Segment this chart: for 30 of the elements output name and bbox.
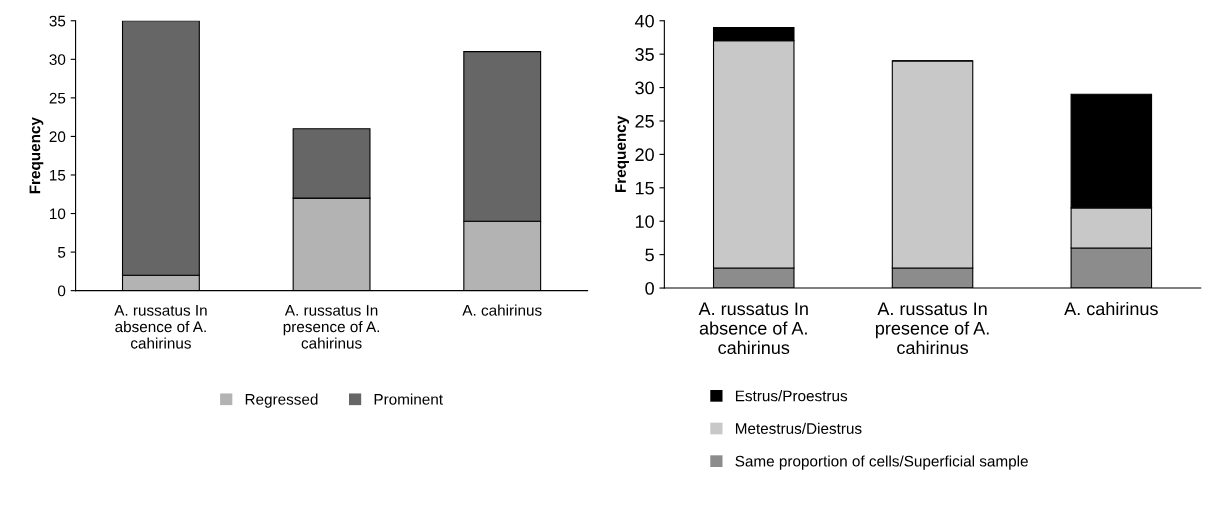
legend-label: Metestrus/Diestrus bbox=[735, 422, 862, 434]
legend-label: Estrus/Proestrus bbox=[735, 390, 848, 402]
y-tick-label: 15 bbox=[50, 170, 66, 181]
x-tick-label: A. cahirinus bbox=[462, 304, 542, 316]
y-tick-label: 25 bbox=[635, 114, 654, 128]
x-tick-label: A. cahirinus bbox=[1064, 301, 1158, 316]
y-tick-label: 30 bbox=[635, 81, 654, 95]
y-tick-label: 0 bbox=[645, 281, 654, 295]
legend-label: Prominent bbox=[374, 393, 443, 405]
y-tick-label: 15 bbox=[635, 181, 654, 195]
y-tick-label: 40 bbox=[634, 14, 654, 28]
x-tick-label: A. russatus In presence of A. cahirinus bbox=[283, 305, 380, 349]
legend-label: Regressed bbox=[245, 393, 318, 408]
x-tick-label: A. russatus In absence of A. cahirinus bbox=[114, 305, 207, 349]
y-axis-title: Frequency bbox=[615, 115, 629, 193]
y-tick-label: 35 bbox=[49, 15, 66, 27]
y-tick-label: 30 bbox=[49, 54, 66, 65]
x-tick-label: A. russatus In absence of A. cahirinus bbox=[698, 302, 808, 355]
y-tick-label: 10 bbox=[635, 215, 654, 228]
y-tick-label: 20 bbox=[49, 131, 66, 143]
y-tick-label: 5 bbox=[57, 247, 66, 258]
x-tick-label: A. russatus In presence of A. cahirinus bbox=[875, 302, 989, 355]
legend-label: Same proportion of cells/Superficial sample bbox=[735, 455, 1028, 470]
y-tick-label: 5 bbox=[645, 248, 654, 262]
y-tick-label: 25 bbox=[49, 92, 66, 104]
y-tick-label: 20 bbox=[635, 148, 654, 162]
y-axis-title: Frequency bbox=[29, 117, 44, 194]
y-tick-label: 10 bbox=[50, 208, 66, 220]
y-tick-label: 0 bbox=[57, 285, 66, 297]
y-tick-label: 35 bbox=[635, 48, 654, 61]
